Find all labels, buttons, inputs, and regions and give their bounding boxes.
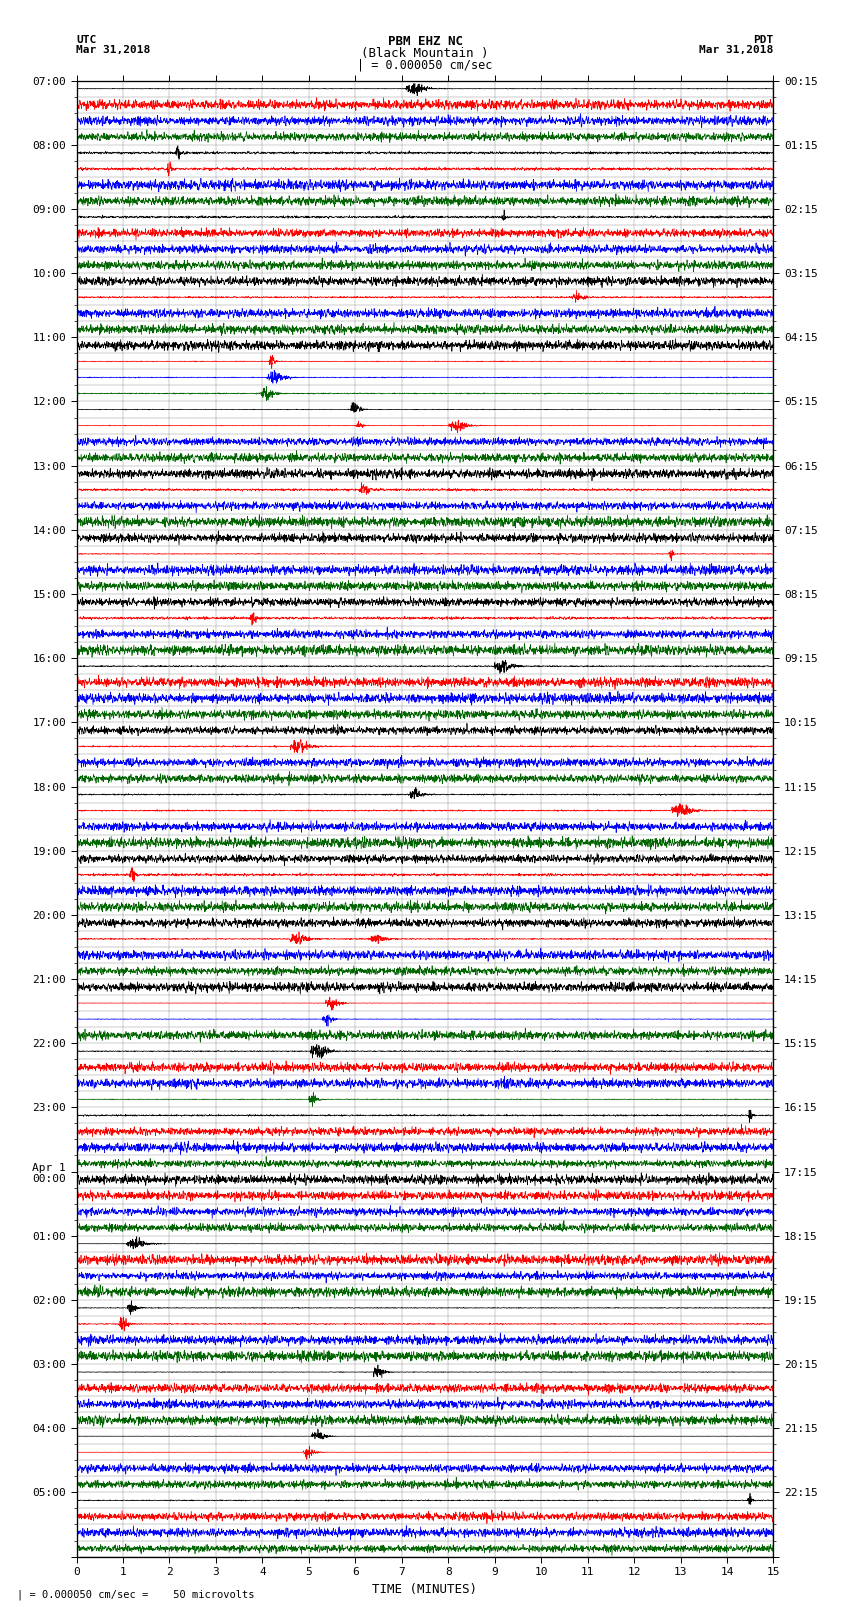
- X-axis label: TIME (MINUTES): TIME (MINUTES): [372, 1582, 478, 1595]
- Text: UTC: UTC: [76, 35, 97, 45]
- Text: PDT: PDT: [753, 35, 774, 45]
- Text: | = 0.000050 cm/sec =    50 microvolts: | = 0.000050 cm/sec = 50 microvolts: [17, 1589, 254, 1600]
- Text: Mar 31,2018: Mar 31,2018: [76, 45, 150, 55]
- Text: Mar 31,2018: Mar 31,2018: [700, 45, 774, 55]
- Text: | = 0.000050 cm/sec: | = 0.000050 cm/sec: [357, 58, 493, 71]
- Text: PBM EHZ NC: PBM EHZ NC: [388, 35, 462, 48]
- Text: (Black Mountain ): (Black Mountain ): [361, 47, 489, 60]
